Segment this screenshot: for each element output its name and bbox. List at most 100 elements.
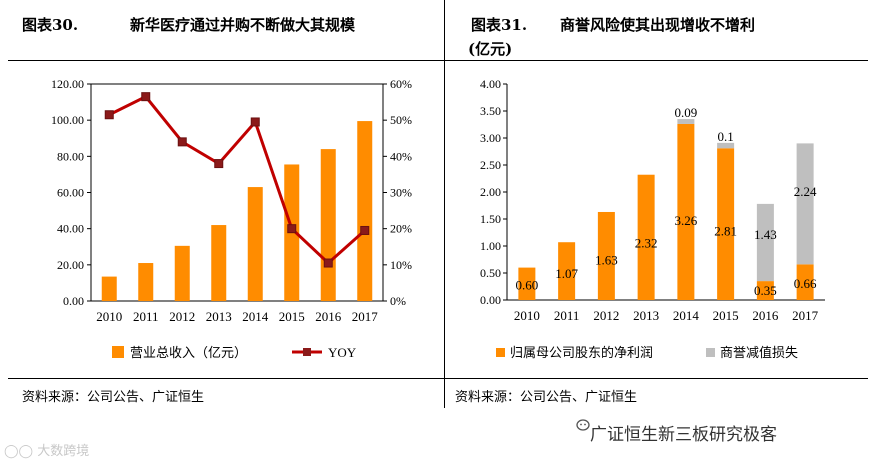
bottom-rule bbox=[8, 378, 868, 379]
goodwill-impairment-bar bbox=[677, 119, 695, 124]
yoy-point bbox=[104, 110, 114, 120]
goodwill-impairment-label: 0.1 bbox=[718, 129, 734, 144]
right-y-tick-label: 2.50 bbox=[480, 158, 501, 172]
yoy-line bbox=[108, 94, 366, 266]
net-profit-label: 1.07 bbox=[555, 266, 578, 281]
right-chart: 0.00 0.50 1.00 1.50 2.00 2.50 3.00 3.50 4.00 0.60… bbox=[480, 77, 825, 360]
left-y-tick-label: 0.00 bbox=[63, 294, 84, 308]
left-title: 新华医疗通过并购不断做大其规模 bbox=[130, 16, 356, 34]
right-y-tick-label: 30% bbox=[390, 186, 412, 200]
x-tick-label: 2016 bbox=[315, 309, 342, 324]
x-tick-label: 2014 bbox=[673, 308, 700, 323]
left-plot-frame bbox=[90, 83, 384, 302]
x-tick-label: 2015 bbox=[713, 308, 739, 323]
legend-yoy-label: YOY bbox=[328, 345, 357, 360]
right-title-number: 图表31. bbox=[471, 16, 528, 34]
x-tick-label: 2012 bbox=[169, 309, 195, 324]
revenue-bar bbox=[357, 121, 373, 301]
yoy-point bbox=[360, 225, 370, 235]
right-title: 商誉风险使其出现增收不增利 bbox=[560, 16, 756, 34]
goodwill-impairment-bar bbox=[717, 142, 735, 149]
left-y-tick-label: 120.00 bbox=[51, 77, 84, 91]
legend-impairment-label: 商誉减值损失 bbox=[720, 345, 798, 360]
goodwill-impairment-bar bbox=[756, 203, 774, 282]
revenue-bar bbox=[211, 225, 227, 301]
right-y-tick-label: 0.50 bbox=[480, 266, 501, 280]
goodwill-impairment-label: 2.24 bbox=[794, 184, 817, 199]
yoy-point bbox=[141, 92, 151, 102]
right-y-tick-label: 50% bbox=[390, 113, 412, 127]
left-y-tick-label: 60.00 bbox=[57, 186, 84, 200]
yoy-point bbox=[287, 224, 297, 234]
net-profit-bar bbox=[518, 267, 536, 300]
right-y-tick-label: 1.50 bbox=[480, 212, 501, 226]
right-y-tick-label: 10% bbox=[390, 258, 412, 272]
right-title-unit: (亿元) bbox=[468, 40, 513, 58]
yoy-point bbox=[250, 117, 260, 127]
wechat-icon bbox=[576, 419, 590, 431]
revenue-bar bbox=[101, 276, 117, 301]
goodwill-impairment-label: 1.43 bbox=[754, 227, 777, 242]
left-y-tick-label: 40.00 bbox=[57, 222, 84, 236]
legend-yoy-marker bbox=[303, 348, 311, 356]
right-y-tick-label: 60% bbox=[390, 77, 412, 91]
left-y-tick-label: 20.00 bbox=[57, 258, 84, 272]
corner-mark: ◯◯ 大数跨境 bbox=[4, 440, 89, 459]
net-profit-bar bbox=[677, 123, 695, 301]
net-profit-bar bbox=[637, 174, 655, 300]
revenue-bar bbox=[174, 245, 190, 301]
right-source: 资料来源：公司公告、广证恒生 bbox=[455, 390, 638, 405]
right-y-tick-label: 20% bbox=[390, 222, 412, 236]
right-y-tick-label: 4.00 bbox=[480, 77, 501, 91]
top-rule bbox=[8, 60, 868, 61]
panel-divider bbox=[444, 0, 445, 408]
x-tick-label: 2014 bbox=[242, 309, 269, 324]
right-y-tick-label: 1.00 bbox=[480, 239, 501, 253]
legend-revenue-swatch bbox=[112, 346, 124, 358]
net-profit-bar bbox=[717, 148, 735, 300]
left-title-number: 图表30. bbox=[22, 16, 79, 34]
net-profit-label: 0.60 bbox=[516, 277, 539, 292]
x-tick-label: 2016 bbox=[752, 308, 779, 323]
x-tick-label: 2010 bbox=[514, 308, 540, 323]
net-profit-label: 1.63 bbox=[595, 252, 618, 267]
x-tick-label: 2015 bbox=[279, 309, 305, 324]
x-tick-label: 2017 bbox=[792, 308, 819, 323]
left-y-tick-label: 100.00 bbox=[51, 113, 84, 127]
net-profit-bar bbox=[756, 281, 774, 300]
left-y-tick-label: 80.00 bbox=[57, 149, 84, 163]
yoy-point bbox=[177, 137, 187, 147]
x-tick-label: 2012 bbox=[593, 308, 619, 323]
left-source: 资料来源：公司公告、广证恒生 bbox=[22, 390, 205, 405]
right-y-tick-label: 3.50 bbox=[480, 104, 501, 118]
net-profit-bar bbox=[597, 211, 615, 300]
net-profit-label: 2.81 bbox=[714, 224, 737, 239]
right-y-tick-label: 2.00 bbox=[480, 185, 501, 199]
corner-logo-icon: ◯◯ bbox=[4, 444, 34, 459]
legend-revenue-label: 营业总收入（亿元） bbox=[130, 345, 247, 360]
net-profit-bar bbox=[558, 242, 576, 300]
x-tick-label: 2011 bbox=[554, 308, 580, 323]
yoy-point bbox=[214, 159, 224, 169]
net-profit-label: 0.35 bbox=[754, 283, 777, 298]
x-tick-label: 2013 bbox=[206, 309, 232, 324]
x-tick-label: 2013 bbox=[633, 308, 659, 323]
revenue-bar bbox=[320, 149, 336, 301]
x-tick-label: 2011 bbox=[133, 309, 159, 324]
x-tick-label: 2017 bbox=[352, 309, 379, 324]
revenue-bar bbox=[247, 187, 263, 301]
net-profit-label: 3.26 bbox=[675, 213, 698, 228]
legend-profit-swatch bbox=[496, 348, 505, 357]
right-y-tick-label: 0.00 bbox=[480, 293, 501, 307]
corner-mark-text: 大数跨境 bbox=[37, 444, 90, 459]
right-y-tick-label: 40% bbox=[390, 149, 412, 163]
yoy-point bbox=[323, 258, 333, 268]
x-tick-label: 2010 bbox=[96, 309, 122, 324]
revenue-bar bbox=[138, 263, 154, 301]
goodwill-impairment-label: 0.09 bbox=[675, 105, 698, 120]
watermark: 广证恒生新三板研究极客 bbox=[590, 425, 777, 445]
net-profit-bar bbox=[796, 264, 814, 300]
left-chart: 0.00 20.00 40.00 60.00 80.00 100.00 120.00 0% 10… bbox=[51, 77, 412, 360]
goodwill-impairment-bar bbox=[796, 143, 814, 265]
right-y-tick-label: 3.00 bbox=[480, 131, 501, 145]
